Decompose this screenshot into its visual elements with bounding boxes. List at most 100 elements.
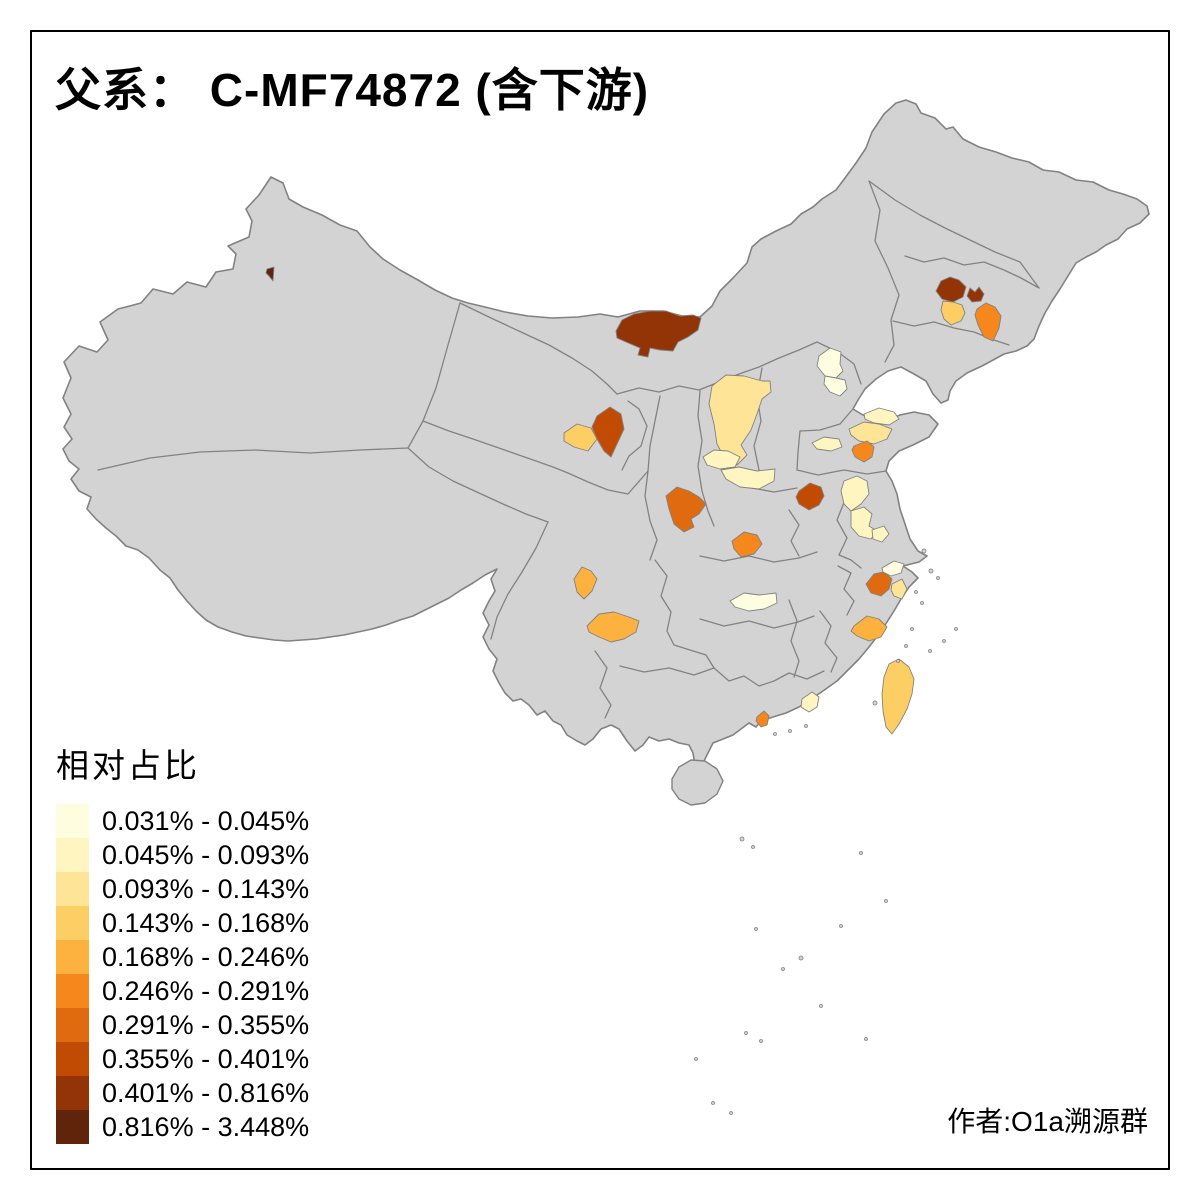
map-region-henan-pale-east xyxy=(720,466,776,490)
legend-row-4: 0.143% - 0.168% xyxy=(56,906,309,940)
legend-label-5: 0.168% - 0.246% xyxy=(102,941,310,972)
islet-7 xyxy=(904,644,908,648)
province-border-2 xyxy=(407,302,461,449)
legend-rows: 0.031% - 0.045% 0.045% - 0.093% 0.093% - 0… xyxy=(56,804,309,1144)
map-region-northeast-dark-small xyxy=(966,286,985,303)
legend-swatch-9 xyxy=(56,1076,89,1110)
legend-label-4: 0.143% - 0.168% xyxy=(102,907,310,938)
province-border-21 xyxy=(654,559,675,646)
map-region-shandong-orange xyxy=(851,440,875,463)
islet-6 xyxy=(910,627,914,631)
map-region-hubei-pale xyxy=(729,592,778,612)
islet-19 xyxy=(884,899,888,903)
province-border-32 xyxy=(673,644,715,669)
author-credit: 作者:O1a溯源群 xyxy=(947,1106,1148,1137)
province-border-17 xyxy=(868,180,900,363)
province-border-13 xyxy=(796,469,887,476)
province-border-1 xyxy=(97,447,409,471)
legend-title: 相对占比 xyxy=(56,747,200,784)
islet-21 xyxy=(798,955,804,961)
legend-row-5: 0.168% - 0.246% xyxy=(56,940,309,974)
islet-12 xyxy=(872,700,878,706)
islet-10 xyxy=(942,639,946,643)
map-region-xinjiang-dot xyxy=(265,266,275,282)
legend-row-2: 0.045% - 0.093% xyxy=(56,838,309,872)
islet-14 xyxy=(788,729,792,733)
map-region-jiangsu-pale-1 xyxy=(840,475,870,512)
map-region-zhejiang-pale xyxy=(881,560,905,577)
islet-1 xyxy=(921,548,927,554)
legend-swatch-6 xyxy=(56,974,89,1008)
islet-30 xyxy=(864,1037,868,1041)
map-region-jiangsu-pale-3 xyxy=(871,525,890,543)
map-region-beijing-pale xyxy=(816,347,844,379)
islet-3 xyxy=(936,576,940,580)
islet-26 xyxy=(694,1057,698,1061)
map-region-fujian-orange xyxy=(850,615,888,642)
province-border-8 xyxy=(621,400,648,471)
map-region-shandong-yellow xyxy=(848,421,893,445)
legend-label-6: 0.246% - 0.291% xyxy=(102,975,310,1006)
islet-16 xyxy=(739,836,745,842)
legend-row-7: 0.291% - 0.355% xyxy=(56,1008,309,1042)
legend-label-2: 0.045% - 0.093% xyxy=(102,839,310,870)
province-border-18 xyxy=(816,341,862,385)
map-region-guangdong-orange xyxy=(755,710,770,728)
province-border-20 xyxy=(699,615,815,629)
map-region-guangdong-pale xyxy=(800,691,820,713)
legend-swatch-8 xyxy=(56,1042,89,1076)
map-region-sichuan-orange-large xyxy=(586,611,640,643)
islet-24 xyxy=(744,1031,748,1035)
legend-row-1: 0.031% - 0.045% xyxy=(56,804,309,838)
islet-8 xyxy=(896,659,900,663)
islet-29 xyxy=(819,1004,823,1008)
province-border-29 xyxy=(788,599,800,678)
legend-row-8: 0.355% - 0.401% xyxy=(56,1042,309,1076)
map-region-taiwan xyxy=(881,658,915,735)
gray-island-1 xyxy=(671,759,724,806)
islet-23 xyxy=(754,927,758,931)
map-region-northeast-dark xyxy=(935,276,967,303)
legend-label-9: 0.401% - 0.816% xyxy=(102,1077,310,1108)
map-region-shanxi-yellow xyxy=(708,374,772,466)
legend-swatch-10 xyxy=(56,1110,89,1144)
legend-row-6: 0.246% - 0.291% xyxy=(56,974,309,1008)
province-border-10 xyxy=(697,390,715,527)
legend-swatch-3 xyxy=(56,872,89,906)
map-region-zhejiang-dark-orange xyxy=(865,571,893,597)
islet-2 xyxy=(928,568,934,574)
province-border-22 xyxy=(619,665,715,676)
map-region-sichuan-orange-small xyxy=(573,566,598,600)
map-region-gansu-yellow xyxy=(563,423,598,452)
province-border-3 xyxy=(407,447,549,523)
map-region-gansu-dark-orange xyxy=(591,406,625,458)
figure-title: 父系： C-MF74872 (含下游) xyxy=(55,64,650,116)
map-region-shandong-pale-west xyxy=(811,436,843,452)
province-border-31 xyxy=(868,180,1040,289)
legend: 相对占比 0.031% - 0.045% 0.045% - 0.093% 0.093… xyxy=(56,746,309,1144)
map-region-shaanxi-orange xyxy=(665,486,707,533)
legend-swatch-4 xyxy=(56,906,89,940)
legend-row-10: 0.816% - 3.448% xyxy=(56,1110,309,1144)
legend-label-8: 0.355% - 0.401% xyxy=(102,1043,310,1074)
islet-13 xyxy=(804,724,808,728)
map-region-henan-pale-north xyxy=(702,449,741,470)
province-border-24 xyxy=(713,667,825,687)
province-border-26 xyxy=(837,565,855,616)
province-border-16 xyxy=(892,320,1010,346)
legend-label-7: 0.291% - 0.355% xyxy=(102,1009,310,1040)
map-region-henan-orange xyxy=(731,531,763,558)
map-region-henan-dark xyxy=(795,482,825,511)
islet-9 xyxy=(928,649,932,653)
islet-15 xyxy=(773,732,777,736)
province-border-19 xyxy=(699,551,818,563)
province-border-23 xyxy=(594,650,612,719)
islet-25 xyxy=(759,1039,763,1043)
islet-17 xyxy=(751,845,755,849)
province-border-25 xyxy=(819,610,838,673)
islet-4 xyxy=(914,590,918,594)
legend-label-3: 0.093% - 0.143% xyxy=(102,873,310,904)
legend-swatch-5 xyxy=(56,940,89,974)
